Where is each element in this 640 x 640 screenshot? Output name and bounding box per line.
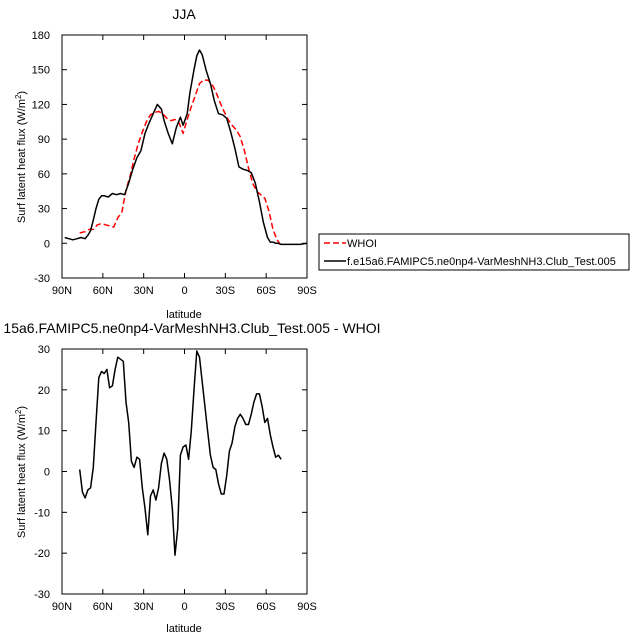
x-tick-label: 30S [216, 285, 236, 297]
bottom-y-axis-label-close: ) [16, 406, 28, 410]
legend-box [318, 233, 630, 271]
top-y-axis-label-superscript: 2 [14, 94, 23, 99]
legend-label-model: f.e15a6.FAMIPC5.ne0np4-VarMeshNH3.Club_T… [347, 256, 616, 268]
x-tick-label: 60S [256, 601, 276, 613]
legend-label-whoi: WHOI [347, 238, 377, 250]
x-tick-label: 60S [256, 285, 276, 297]
bottom-y-axis-label-superscript: 2 [14, 409, 23, 414]
top-series-lines [64, 49, 308, 247]
series-line-whoi [79, 79, 282, 247]
x-tick-label: 30S [216, 601, 236, 613]
top-legend: WHOI f.e15a6.FAMIPC5.ne0np4-VarMeshNH3.C… [318, 233, 630, 271]
y-tick-label: -10 [34, 507, 50, 519]
x-tick-label: 90N [52, 601, 72, 613]
top-chart-title: JJA [172, 6, 196, 22]
y-tick-label: -20 [34, 548, 50, 560]
bottom-series-lines [78, 350, 282, 556]
y-tick-label: 180 [32, 30, 50, 42]
top-y-axis-label-close: ) [16, 91, 28, 95]
y-tick-label: 10 [38, 426, 50, 438]
y-tick-label: 0 [44, 467, 50, 479]
y-tick-label: 30 [38, 204, 50, 216]
top-y-axis-label-text: Surf latent heat flux (W/m [16, 99, 28, 223]
top-axis-ticks: 90N 60N 30N 0 30S 60S 90S -30 0 30 60 90 120 150 180 [32, 30, 317, 297]
series-line-model [78, 350, 282, 556]
bottom-y-axis-label-text: Surf latent heat flux (W/m [16, 414, 28, 538]
top-panel: JJA 90N 60N 30N 0 30S 60S 90S -30 0 30 60 90 120 150 1… [14, 6, 630, 321]
x-tick-label: 0 [181, 285, 187, 297]
y-tick-label: -30 [34, 589, 50, 601]
y-tick-label: 20 [38, 385, 50, 397]
top-x-axis-label: latitude [166, 309, 201, 321]
x-tick-label: 90S [297, 601, 317, 613]
y-tick-label: -30 [34, 273, 50, 285]
y-tick-label: 120 [32, 99, 50, 111]
series-line-model [64, 49, 308, 246]
x-tick-label: 90S [297, 285, 317, 297]
x-tick-label: 0 [181, 601, 187, 613]
x-tick-label: 30N [134, 285, 154, 297]
x-tick-label: 60N [93, 601, 113, 613]
x-tick-label: 60N [93, 285, 113, 297]
y-tick-label: 150 [32, 65, 50, 77]
y-tick-label: 90 [38, 134, 50, 146]
x-tick-label: 30N [134, 601, 154, 613]
bottom-panel: 15a6.FAMIPC5.ne0np4-VarMeshNH3.Club_Test… [3, 320, 380, 635]
bottom-chart-title: 15a6.FAMIPC5.ne0np4-VarMeshNH3.Club_Test… [3, 320, 380, 336]
top-y-axis-label: Surf latent heat flux (W/m2) [14, 91, 28, 223]
y-tick-label: 30 [38, 344, 50, 356]
bottom-y-axis-label: Surf latent heat flux (W/m2) [14, 406, 28, 538]
x-tick-label: 90N [52, 285, 72, 297]
bottom-x-axis-label: latitude [166, 623, 201, 635]
bottom-axis-ticks: 90N 60N 30N 0 30S 60S 90S -30 -20 -10 0 10 20 30 [34, 344, 317, 613]
y-tick-label: 0 [44, 238, 50, 250]
y-tick-label: 60 [38, 169, 50, 181]
